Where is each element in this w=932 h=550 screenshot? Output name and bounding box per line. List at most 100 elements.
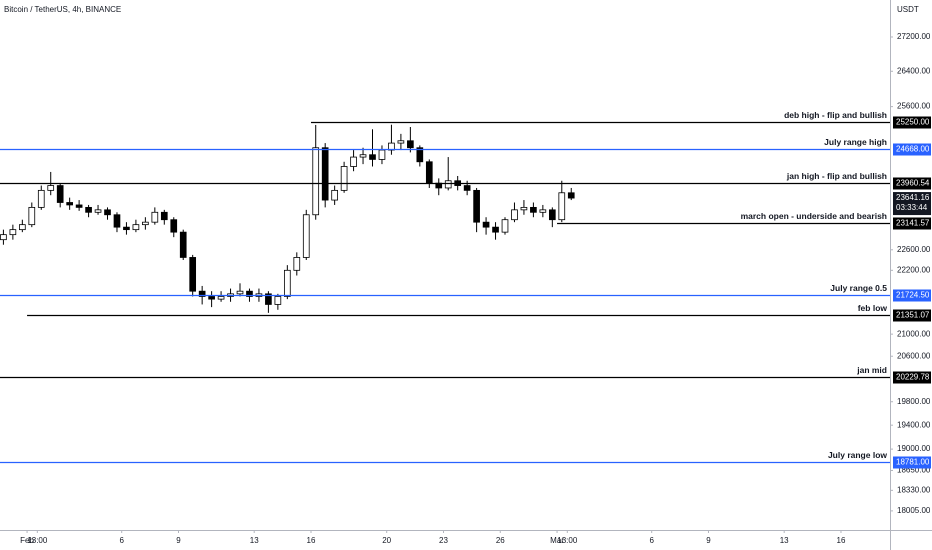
level-price-tag — [893, 143, 931, 156]
level-price-label: 25250.00 — [896, 118, 930, 127]
candle-body — [56, 185, 64, 203]
candle-body — [198, 290, 206, 297]
candle-body — [85, 206, 92, 213]
candle-body — [511, 209, 518, 221]
candle-body — [293, 257, 301, 271]
candle-body — [444, 180, 452, 189]
countdown-label: 03:33:44 — [896, 203, 928, 212]
candle-body — [274, 296, 282, 305]
candle-body — [312, 147, 320, 216]
level-price-tag — [893, 456, 931, 469]
candle-body — [548, 209, 556, 221]
candle-body — [179, 231, 187, 258]
y-tick-label: 18005.00 — [897, 506, 931, 515]
candle-body — [501, 219, 509, 233]
level-name: July range high — [824, 137, 887, 147]
level-name: jan high - flip and bullish — [786, 171, 887, 181]
candle-body — [75, 204, 83, 208]
x-tick-label: 16 — [837, 536, 846, 545]
candle-body — [170, 219, 178, 233]
level-name: march open - underside and bearish — [741, 211, 887, 221]
candle-body — [189, 257, 197, 292]
candle-body — [66, 202, 73, 206]
candle-body — [302, 214, 310, 258]
candle-body — [350, 156, 357, 167]
level-name: jan mid — [856, 365, 887, 375]
y-tick-label: 19800.00 — [897, 397, 931, 406]
candle-body — [37, 189, 45, 208]
candle-body — [539, 209, 547, 213]
y-tick-label: 26400.00 — [897, 66, 931, 75]
candle-body — [321, 147, 329, 201]
x-tick-label: Feb — [20, 536, 34, 545]
level-price-tag — [893, 289, 931, 302]
candle-body — [463, 185, 471, 191]
candle-body — [160, 211, 168, 221]
y-tick-label: 18330.00 — [897, 485, 931, 494]
y-tick-label: 25600.00 — [897, 102, 931, 111]
currency-label: USDT — [897, 5, 919, 14]
y-tick-label: 20600.00 — [897, 351, 931, 360]
candle-body — [265, 293, 272, 305]
x-tick-label: 13 — [780, 536, 789, 545]
chart-title: Bitcoin / TetherUS, 4h, BINANCE — [4, 5, 121, 14]
x-tick-label: 13 — [250, 536, 259, 545]
level-name: July range low — [828, 450, 887, 460]
y-tick-label: 19000.00 — [897, 444, 931, 453]
candle-body — [520, 206, 528, 211]
y-tick-label: 19400.00 — [897, 420, 931, 429]
candle-body — [558, 192, 566, 221]
candle-body — [425, 161, 433, 184]
candle-body — [151, 211, 159, 223]
candle-body — [123, 226, 130, 231]
candle-body — [407, 140, 414, 149]
last-price-label: 23641.16 — [896, 193, 930, 202]
level-price-tag — [893, 309, 931, 322]
candle-body — [47, 185, 55, 191]
candle-body — [283, 269, 291, 297]
last-price-tag — [893, 192, 931, 216]
x-tick-label: 6 — [119, 536, 124, 545]
candle-body — [340, 166, 348, 191]
candle-body — [473, 189, 480, 223]
candle-body — [482, 221, 490, 228]
level-price-tag — [893, 116, 931, 129]
level-price-tag — [893, 177, 931, 190]
candle-body — [94, 209, 102, 213]
y-tick-label: 18650.00 — [897, 466, 931, 475]
x-tick-label: 9 — [176, 536, 181, 545]
candle-body — [132, 224, 140, 231]
candle-body — [208, 296, 215, 300]
candle-body — [492, 226, 499, 233]
level-price-label: 23960.54 — [896, 179, 930, 188]
candle-body — [9, 229, 17, 236]
x-tick-label: 9 — [706, 536, 711, 545]
candle-body — [378, 149, 386, 160]
level-price-label: 21351.07 — [896, 311, 930, 320]
x-tick-label: 20 — [382, 536, 391, 545]
level-name: July range 0.5 — [830, 283, 887, 293]
level-name: deb high - flip and bullish — [784, 110, 887, 120]
level-price-label: 24668.00 — [896, 145, 930, 154]
candle-body — [530, 206, 537, 213]
candle-body — [359, 154, 367, 158]
candle-body — [567, 192, 575, 199]
x-tick-label: 26 — [496, 536, 505, 545]
candle-body — [416, 147, 424, 163]
level-price-tag — [893, 217, 931, 230]
x-tick-label: 6 — [649, 536, 654, 545]
candle-body — [19, 224, 26, 231]
candle-body — [113, 214, 121, 228]
y-tick-label: 22200.00 — [897, 265, 931, 274]
candle-body — [28, 206, 36, 226]
y-tick-label: 27200.00 — [897, 32, 931, 41]
level-price-tag — [893, 371, 931, 384]
candle-body — [369, 154, 376, 160]
candle-body — [104, 209, 111, 216]
candle-body — [217, 296, 225, 300]
x-tick-label: 13:00 — [557, 536, 578, 545]
candle-body — [331, 189, 338, 201]
x-tick-label: 16 — [307, 536, 316, 545]
